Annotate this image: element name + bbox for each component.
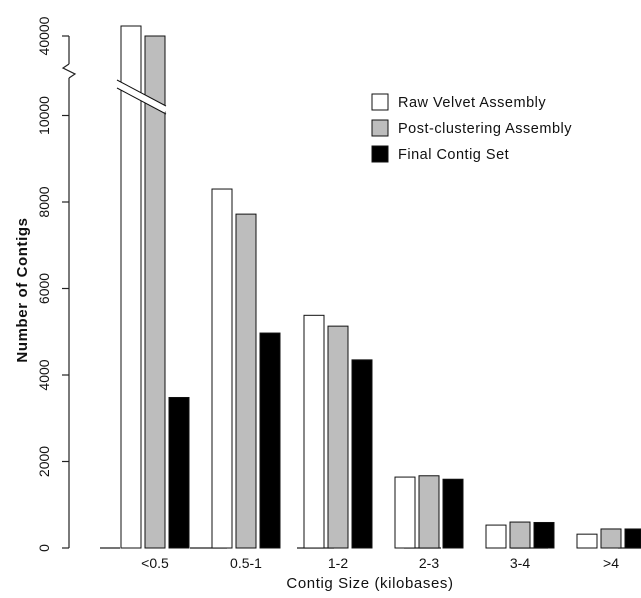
- bars: [120, 25, 641, 549]
- y-tick-label: 10000: [36, 96, 52, 135]
- y-tick-label: 2000: [36, 446, 52, 477]
- x-tick-label: <0.5: [141, 555, 169, 571]
- bar: [485, 524, 507, 549]
- x-tick-label: 2-3: [419, 555, 439, 571]
- bar: [303, 314, 325, 549]
- axis-break-marks: [115, 79, 168, 115]
- x-tick-label: 1-2: [328, 555, 348, 571]
- bar: [509, 521, 531, 549]
- x-tick-label: >4: [603, 555, 619, 571]
- break-slash-edge-bottom: [116, 87, 167, 115]
- bar: [120, 25, 142, 549]
- y-tick-label: 8000: [36, 186, 52, 217]
- bar: [394, 476, 416, 549]
- break-slash: [115, 80, 168, 114]
- y-tick-label: 40000: [36, 16, 52, 55]
- legend-swatch: [371, 93, 389, 111]
- y-axis-break-zigzag: [61, 63, 77, 79]
- x-axis-label: Contig Size (kilobases): [286, 575, 453, 592]
- bar: [418, 475, 440, 549]
- bar: [235, 213, 257, 549]
- x-tick-label: 3-4: [510, 555, 530, 571]
- y-axis-label: Number of Contigs: [14, 217, 31, 362]
- bar: [442, 478, 464, 549]
- bar: [259, 332, 281, 549]
- bar: [211, 188, 233, 549]
- bar: [168, 396, 190, 549]
- legend-label: Raw Velvet Assembly: [398, 95, 546, 111]
- bar: [624, 528, 641, 549]
- legend-label: Final Contig Set: [398, 147, 509, 163]
- bar: [327, 325, 349, 549]
- break-slash-edge-top: [116, 79, 167, 107]
- legend-label: Post-clustering Assembly: [398, 121, 572, 137]
- bar: [144, 35, 166, 549]
- legend-swatch: [371, 119, 389, 137]
- bar: [533, 521, 555, 549]
- legend-swatch: [371, 145, 389, 163]
- y-tick-label: 6000: [36, 273, 52, 304]
- x-tick-label: 0.5-1: [230, 555, 262, 571]
- y-tick-label: 4000: [36, 359, 52, 390]
- bar: [600, 528, 622, 549]
- y-tick-label: 0: [36, 544, 52, 552]
- legend: Raw Velvet Assembly Post-clustering Assem…: [371, 93, 572, 163]
- bar: [351, 359, 373, 549]
- bar: [576, 533, 598, 549]
